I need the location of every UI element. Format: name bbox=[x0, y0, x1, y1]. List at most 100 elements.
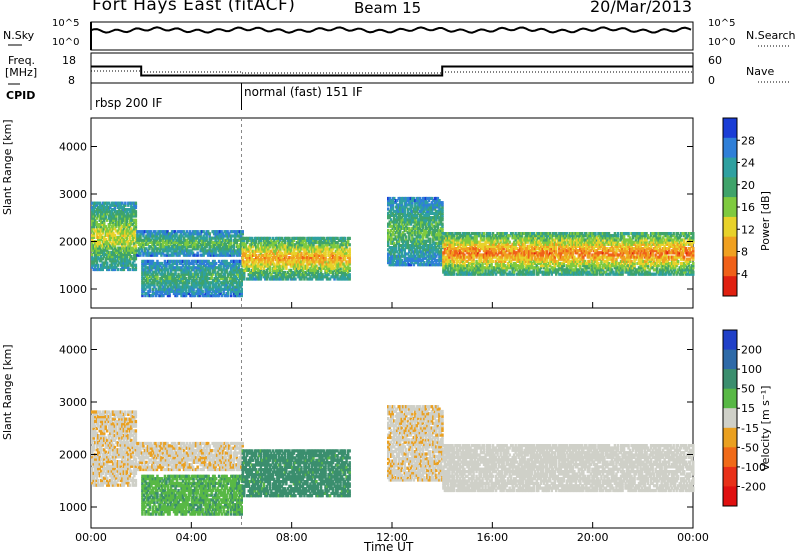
power-cell bbox=[97, 248, 100, 252]
power-cell bbox=[409, 246, 413, 250]
power-cell bbox=[277, 273, 281, 277]
power-cell bbox=[222, 264, 225, 268]
power-cell bbox=[346, 260, 350, 264]
power-cell bbox=[239, 276, 242, 281]
power-cell bbox=[130, 203, 133, 207]
power-cell bbox=[112, 203, 115, 207]
power-cell bbox=[233, 264, 236, 268]
power-cell bbox=[206, 242, 210, 247]
power-cell bbox=[170, 251, 174, 255]
power-cell bbox=[415, 226, 419, 230]
power-cell bbox=[313, 270, 317, 275]
power-cell bbox=[219, 272, 222, 276]
power-cell bbox=[184, 240, 187, 244]
power-cell bbox=[405, 263, 408, 267]
power-cell bbox=[319, 236, 323, 240]
power-cell bbox=[231, 287, 234, 291]
power-cell bbox=[264, 264, 267, 268]
power-cell bbox=[276, 277, 279, 281]
power-cell bbox=[388, 224, 391, 228]
power-cell bbox=[222, 272, 225, 276]
power-cell bbox=[141, 291, 144, 296]
power-cell bbox=[322, 247, 326, 251]
power-cell bbox=[394, 254, 397, 258]
power-cell bbox=[92, 205, 95, 210]
power-cell bbox=[312, 256, 315, 260]
power-cell bbox=[125, 265, 129, 269]
power-cell bbox=[236, 268, 239, 272]
power-cell bbox=[297, 256, 300, 260]
power-cell bbox=[227, 289, 230, 293]
power-cell bbox=[345, 243, 348, 247]
power-cell bbox=[185, 251, 189, 255]
power-cell bbox=[212, 230, 216, 234]
power-cell bbox=[403, 213, 406, 218]
power-cell bbox=[409, 196, 413, 201]
power-cell bbox=[262, 266, 266, 270]
power-cell bbox=[131, 261, 135, 265]
power-cell bbox=[190, 287, 194, 291]
power-cell bbox=[148, 274, 152, 278]
power-cell bbox=[406, 239, 409, 243]
power-cell bbox=[169, 238, 172, 242]
power-cell bbox=[107, 210, 111, 214]
power-cell bbox=[330, 245, 333, 249]
power-cell bbox=[216, 287, 219, 291]
power-cell bbox=[163, 281, 167, 285]
power-cell bbox=[417, 231, 420, 235]
power-cell bbox=[201, 291, 204, 296]
power-cell bbox=[204, 283, 207, 287]
power-cell bbox=[217, 283, 221, 287]
power-cell bbox=[163, 234, 166, 238]
power-cell bbox=[289, 241, 293, 245]
power-cell bbox=[280, 277, 284, 281]
power-cell bbox=[414, 233, 417, 237]
power-cell bbox=[100, 208, 103, 212]
power-cell bbox=[212, 236, 216, 240]
power-cell bbox=[241, 230, 244, 234]
power-cell bbox=[409, 201, 413, 205]
power-cell bbox=[95, 212, 98, 216]
power-cell bbox=[387, 256, 390, 260]
power-cell bbox=[91, 208, 94, 212]
power-cell bbox=[181, 289, 185, 293]
power-cell bbox=[187, 261, 191, 266]
power-cell bbox=[213, 279, 216, 283]
power-cell bbox=[211, 230, 214, 234]
power-cell bbox=[103, 263, 106, 267]
power-cell bbox=[205, 245, 208, 249]
power-cell bbox=[124, 201, 127, 205]
power-cell bbox=[309, 266, 312, 270]
power-cell bbox=[95, 227, 98, 231]
power-cell bbox=[165, 287, 168, 291]
power-cell bbox=[289, 275, 293, 279]
power-cell bbox=[97, 244, 100, 248]
power-cell bbox=[106, 244, 109, 248]
power-cell bbox=[156, 283, 159, 287]
power-cell bbox=[306, 256, 309, 260]
power-cell bbox=[199, 274, 203, 278]
power-cell bbox=[394, 263, 397, 267]
power-cell bbox=[148, 259, 152, 263]
power-cell bbox=[178, 281, 182, 285]
power-cell bbox=[219, 287, 222, 291]
power-cell bbox=[397, 211, 400, 215]
power-cell bbox=[339, 243, 342, 247]
power-cell bbox=[163, 283, 167, 287]
power-cell bbox=[166, 289, 170, 293]
power-cell bbox=[218, 236, 222, 240]
power-cell bbox=[300, 264, 303, 268]
power-cell bbox=[140, 242, 144, 247]
power-cell bbox=[259, 275, 263, 279]
power-cell bbox=[172, 266, 176, 270]
power-cell bbox=[202, 253, 205, 257]
power-cell bbox=[324, 251, 327, 255]
power-cell bbox=[139, 234, 142, 238]
power-cell bbox=[289, 245, 293, 249]
power-cell bbox=[141, 261, 144, 266]
power-cell bbox=[346, 268, 350, 272]
power-cell bbox=[232, 238, 235, 242]
power-cell bbox=[154, 279, 158, 283]
power-cell bbox=[318, 245, 321, 249]
power-cell bbox=[237, 289, 240, 293]
